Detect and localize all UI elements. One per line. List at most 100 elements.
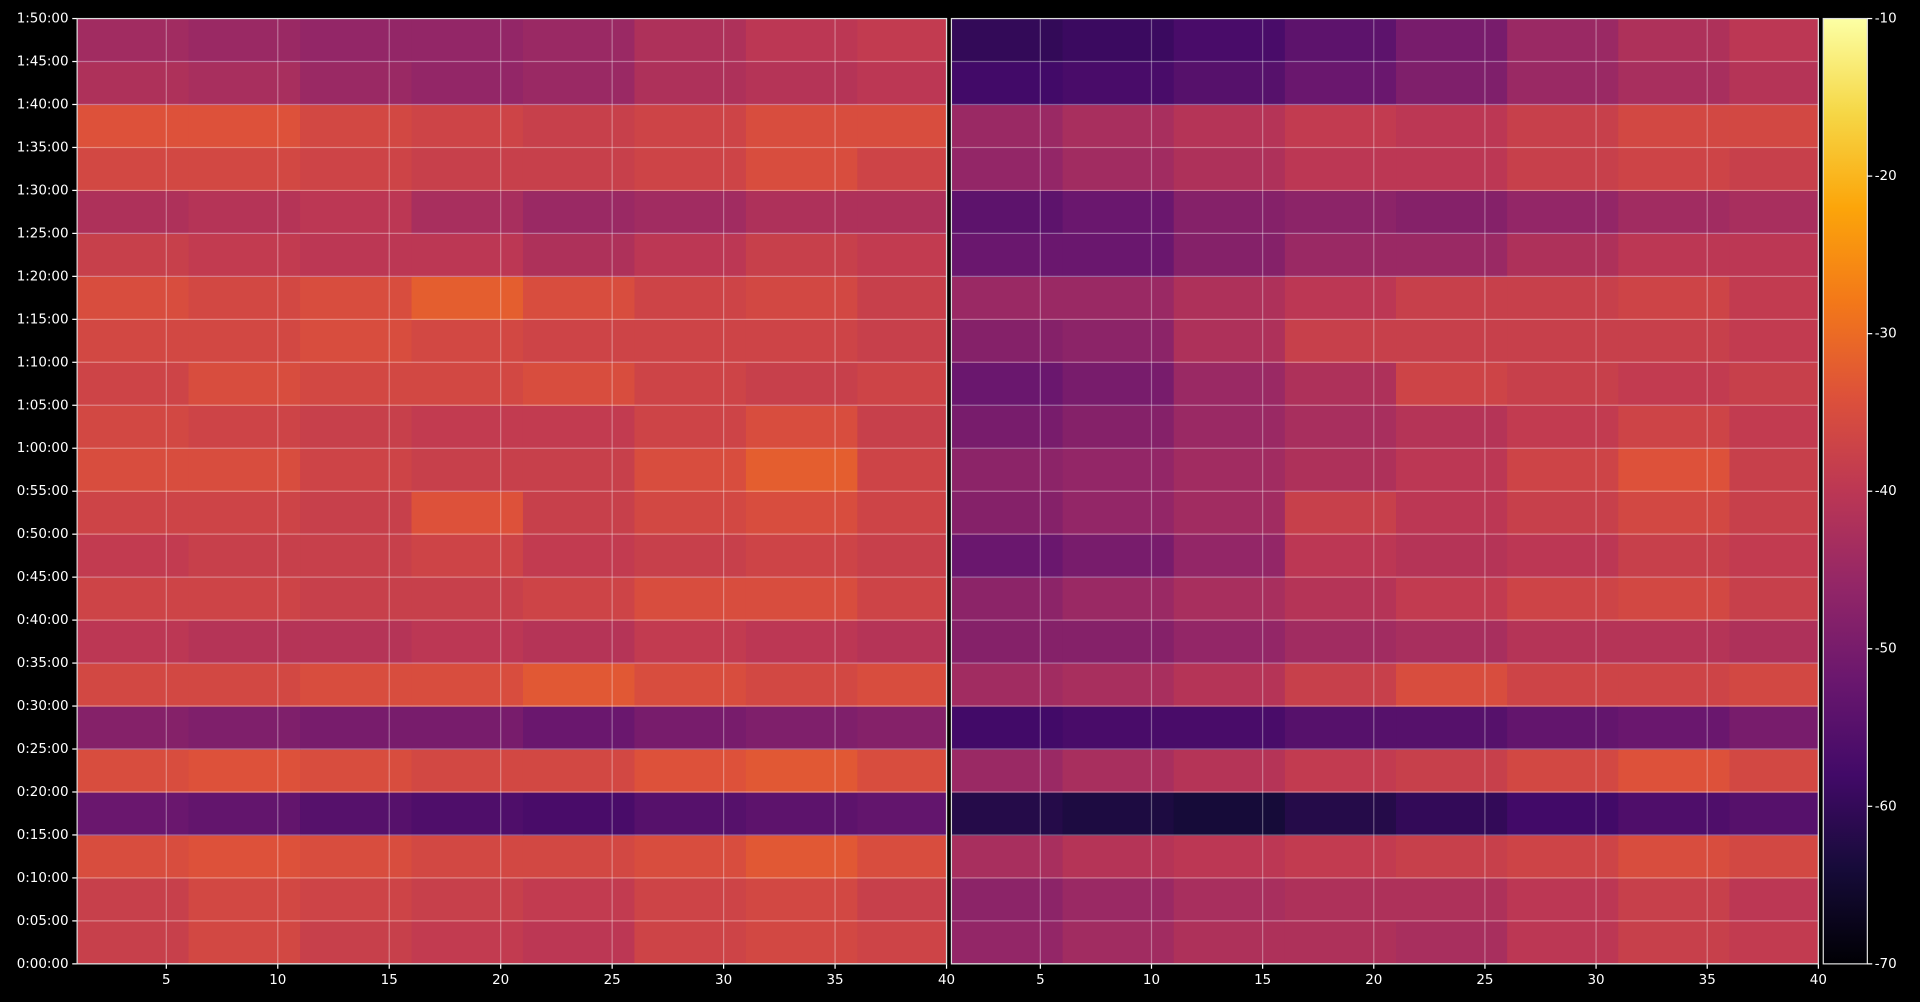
y-tick-label: 1:05:00 <box>17 398 69 413</box>
heat-cell <box>951 534 1064 578</box>
heat-cell <box>188 18 301 63</box>
heat-cell <box>857 620 947 664</box>
heat-cell <box>1507 834 1619 879</box>
heat-cell <box>1284 276 1397 320</box>
heat-cell <box>857 491 947 535</box>
heat-cell <box>300 362 413 406</box>
heat-cell <box>857 405 947 449</box>
heat-cell <box>634 577 747 621</box>
heat-cell <box>1507 620 1619 664</box>
heat-cell <box>411 577 524 621</box>
heat-cell <box>1507 233 1619 277</box>
heat-cell <box>1284 448 1397 492</box>
heat-cell <box>1173 362 1286 406</box>
heat-cell <box>1284 663 1397 707</box>
heat-cell <box>1729 448 1819 492</box>
heat-cell <box>188 706 301 750</box>
heat-cell <box>1729 276 1819 320</box>
heat-cell <box>1507 706 1619 750</box>
heat-cell <box>745 534 858 578</box>
heat-cell <box>1396 104 1508 149</box>
x-tick-label: 20 <box>492 973 509 988</box>
heat-cell <box>1173 233 1286 277</box>
heat-cell <box>857 362 947 406</box>
heat-cell <box>1729 405 1819 449</box>
heat-cell <box>634 663 747 707</box>
heat-cell <box>951 920 1064 964</box>
heat-cell <box>634 834 747 879</box>
heat-cell <box>411 190 524 235</box>
heat-cell <box>1507 491 1619 535</box>
heat-cell <box>77 534 190 578</box>
heat-cell <box>1062 276 1175 320</box>
heat-cell <box>1173 448 1286 492</box>
heat-cell <box>1507 276 1619 320</box>
heat-cell <box>745 749 858 793</box>
heat-cell <box>77 61 190 106</box>
heat-cell <box>1062 190 1175 235</box>
heat-cell <box>951 834 1064 879</box>
heat-cell <box>857 190 947 235</box>
heat-cell <box>1062 791 1175 836</box>
heat-cell <box>745 834 858 879</box>
y-tick-label: 0:35:00 <box>17 656 69 671</box>
y-tick-label: 0:30:00 <box>17 699 69 714</box>
heat-cell <box>188 920 301 964</box>
heat-cell <box>634 61 747 106</box>
heat-cell <box>300 834 413 879</box>
heat-cell <box>1396 834 1508 879</box>
y-tick-label: 0:10:00 <box>17 871 69 886</box>
heat-cell <box>634 620 747 664</box>
colorbar-tick-label: -50 <box>1875 642 1897 657</box>
heat-cell <box>745 791 858 836</box>
heat-cell <box>77 791 190 836</box>
heat-cell <box>522 276 636 320</box>
x-tick-label: 35 <box>827 973 844 988</box>
heat-cell <box>857 749 947 793</box>
heat-cell <box>1618 61 1731 106</box>
heat-cell <box>1173 491 1286 535</box>
heat-cell <box>188 362 301 406</box>
heat-cell <box>1729 362 1819 406</box>
heat-cell <box>1173 877 1286 922</box>
heat-cell <box>522 834 636 879</box>
x-tick-label: 20 <box>1365 973 1382 988</box>
heat-cell <box>1062 491 1175 535</box>
heat-cell <box>1284 620 1397 664</box>
heat-cell <box>857 319 947 363</box>
heat-cell <box>188 147 301 192</box>
heat-cell <box>1396 534 1508 578</box>
heat-cell <box>300 877 413 922</box>
heat-cell <box>1173 706 1286 750</box>
axes-frame <box>76 17 948 965</box>
heat-cell <box>1618 491 1731 535</box>
heat-cell <box>1729 920 1819 964</box>
heat-cell <box>1618 18 1731 63</box>
heat-cell <box>1507 663 1619 707</box>
heat-cell <box>300 61 413 106</box>
heat-cell <box>1507 448 1619 492</box>
x-tick-label: 30 <box>715 973 732 988</box>
heat-cell <box>1618 620 1731 664</box>
heat-cell <box>1396 577 1508 621</box>
heat-cell <box>1729 491 1819 535</box>
plot-area <box>77 18 947 964</box>
heat-cell <box>1284 147 1397 192</box>
heat-cell <box>745 319 858 363</box>
heat-cell <box>1284 706 1397 750</box>
heat-cell <box>411 877 524 922</box>
heat-cell <box>1396 620 1508 664</box>
heat-cell <box>1173 663 1286 707</box>
heat-cell <box>1618 319 1731 363</box>
heat-cell <box>522 491 636 535</box>
heat-cell <box>951 18 1064 63</box>
heat-cell <box>857 877 947 922</box>
heat-cell <box>1729 104 1819 149</box>
heat-cell <box>411 791 524 836</box>
heat-cell <box>1507 405 1619 449</box>
y-tick-label: 0:25:00 <box>17 742 69 757</box>
heat-cell <box>1173 405 1286 449</box>
x-tick-label: 25 <box>604 973 621 988</box>
heat-cell <box>745 233 858 277</box>
